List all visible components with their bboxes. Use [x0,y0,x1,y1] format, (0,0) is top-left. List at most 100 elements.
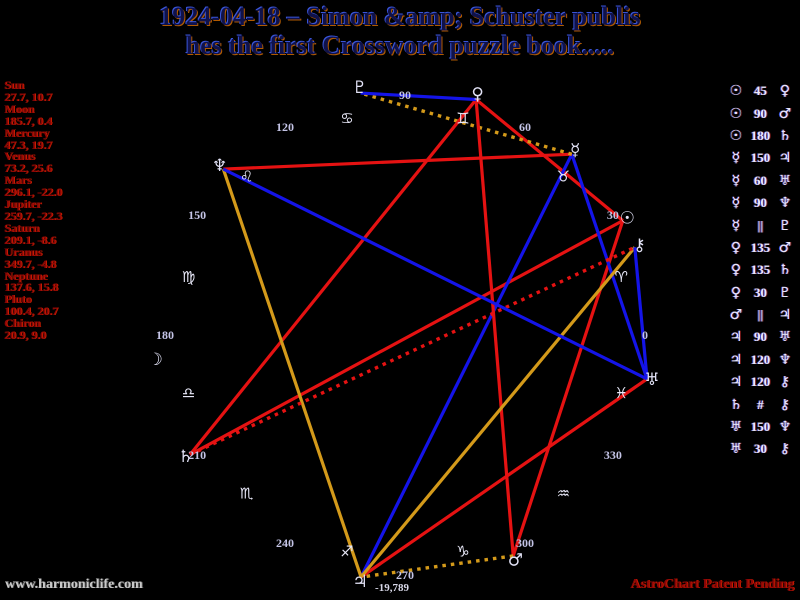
chart-planet-glyph-uranus: ♅ [644,370,659,390]
aspect-line-mercury-uranus [570,153,649,380]
aspect-planet2-glyph-neptune: ♆ [778,419,792,436]
aspect-planet1-glyph-venus: ♀ [730,262,742,279]
aspect-row: ☉ 180 ♄ [727,125,797,147]
aspect-row: ♅ 30 ⚷ [727,438,797,460]
aspect-planet2-glyph-mars: ♂ [778,105,792,122]
aspect-planet1-glyph-jupiter: ♃ [729,329,743,346]
aspect-planet2-glyph-chiron: ⚷ [779,441,791,458]
chart-degree-label-330: 330 [604,448,622,462]
aspect-row: ♃ 90 ♅ [727,326,797,348]
ephemeris-planet-coords: 209.1, -8.6 [4,232,56,247]
chart-sign-glyph-aries: ♈ [615,268,628,286]
aspect-planet1-glyph-uranus: ♅ [729,441,743,458]
chart-sign-glyph-pisces: ♓ [615,384,628,402]
chart-bottom-value: -19,789 [375,582,409,594]
aspect-planet1-glyph-mercury: ☿ [731,195,741,212]
aspect-planet1-glyph-saturn: ♄ [729,396,743,413]
aspect-line-mercury-pluto [360,91,573,156]
aspect-row: ☿ 90 ♆ [727,192,797,214]
aspect-planet1-glyph-venus: ♀ [730,239,742,256]
aspect-planet2-glyph-saturn: ♄ [778,262,792,279]
aspect-line-saturn-chiron [189,245,636,457]
aspect-list-panel: ☉ 45 ♀ ☉ 90 ♂ ☉ 180 ♄ ☿ 150 ♃ ☿ 60 ♅ ☿ 90 ♆ ☿ || ♇ ♀ 135 ♂ ♀ 135 ♄… [727,80,797,461]
chart-sign-glyph-scorpio: ♏ [240,484,254,502]
chart-planet-glyph-venus: ♀ [471,85,483,105]
aspect-line-mars-jupiter [360,554,514,579]
aspect-angle-value: 45 [754,83,767,99]
chart-planet-glyph-saturn: ♄ [178,447,193,467]
chart-planet-glyph-pluto: ♇ [352,78,367,98]
aspect-planet1-glyph-sun: ☉ [729,105,743,122]
aspect-line-uranus-neptune [222,167,648,381]
chart-degree-label-30: 30 [607,208,619,222]
ephemeris-planet-coords: 20.9, 9.0 [4,328,46,343]
chart-planet-glyph-chiron: ⚷ [633,235,645,255]
ephemeris-planet-name: Pluto [4,292,32,307]
aspect-angle-value: 90 [754,329,767,345]
aspect-planet2-glyph-jupiter: ♃ [778,150,792,167]
aspect-planet2-glyph-jupiter: ♃ [778,307,792,324]
chart-sign-glyph-libra: ♎ [182,384,195,402]
chart-degree-label-240: 240 [276,536,294,550]
ephemeris-planet-name: Mercury [4,125,50,140]
aspect-planet2-glyph-neptune: ♆ [778,195,792,212]
aspect-line-venus-pluto [360,91,477,102]
aspect-angle-value: 30 [754,441,767,457]
ephemeris-planet-coords: 349.7, -4.8 [4,256,56,271]
aspect-angle-value: # [757,396,764,412]
chart-planet-glyph-moon: ☽ [148,350,163,370]
aspect-planet2-glyph-neptune: ♆ [778,351,792,368]
aspect-row: ☉ 45 ♀ [727,80,797,102]
ephemeris-planet-coords: 27.7, 10.7 [4,89,52,104]
aspect-planet1-glyph-sun: ☉ [729,83,743,100]
aspect-row: ☉ 90 ♂ [727,102,797,124]
aspect-line-venus-saturn [188,98,478,456]
aspect-planet2-glyph-venus: ♀ [779,83,791,100]
aspect-planet2-glyph-saturn: ♄ [778,127,792,144]
aspect-row: ♀ 135 ♄ [727,259,797,281]
chart-sign-glyph-taurus: ♉ [557,168,570,186]
aspect-row: ☿ 150 ♃ [727,147,797,169]
aspect-line-mercury-jupiter [359,153,574,578]
aspect-planet1-glyph-jupiter: ♃ [729,351,743,368]
planet-ephemeris-panel: Sun 27.7, 10.7 Moon 185.7, 0.4 Mercury 47.3, … [4,79,124,343]
title-line-2: hes the first Crossword puzzle book..... [185,31,615,60]
ephemeris-planet-name: Neptune [4,268,48,283]
aspect-angle-value: || [757,217,764,233]
aspect-angle-value: 135 [750,239,771,255]
aspect-row: ♅ 150 ♆ [727,416,797,438]
aspect-line-sun-venus [475,98,624,222]
aspect-planet1-glyph-mercury: ☿ [731,150,741,167]
aspect-line-mercury-neptune [223,152,572,171]
chart-degree-label-0: 0 [642,328,648,342]
ephemeris-planet-name: Chiron [4,316,41,331]
title-line-1: 1924-04-18 – Simon &amp; Schuster publis [159,2,641,31]
aspect-angle-value: 60 [754,172,767,188]
aspect-line-jupiter-neptune [221,168,363,578]
aspect-planet2-glyph-pluto: ♇ [778,284,792,301]
chart-sign-glyph-aquarius: ♒ [557,484,570,502]
aspect-line-uranus-chiron [633,247,649,380]
ephemeris-planet-name: Mars [4,173,32,188]
aspect-row: ♀ 135 ♂ [727,237,797,259]
chart-degree-label-180: 180 [156,328,174,342]
chart-sign-glyph-gemini: ♊ [456,110,469,128]
page-title: 1924-04-18 – Simon &amp; Schuster publis… [0,2,800,60]
aspect-angle-value: 90 [754,195,767,211]
chart-sign-glyph-sagittarius: ♐ [340,542,353,560]
aspect-row: ♄ # ⚷ [727,393,797,415]
aspect-planet1-glyph-venus: ♀ [730,284,742,301]
aspect-planet1-glyph-mercury: ☿ [731,217,741,234]
chart-sign-glyph-leo: ♌ [240,168,253,186]
aspect-planet1-glyph-sun: ☉ [729,127,743,144]
ephemeris-planet-coords: 185.7, 0.4 [4,113,52,128]
chart-planet-glyph-mars: ♂ [508,550,523,570]
ephemeris-planet-name: Saturn [4,220,40,235]
aspect-angle-value: 30 [754,284,767,300]
chart-degree-label-150: 150 [188,208,206,222]
chart-sign-glyph-cancer: ♋ [340,110,353,128]
aspect-line-venus-mars [474,99,515,557]
ephemeris-planet-coords: 47.3, 19.7 [4,137,52,152]
